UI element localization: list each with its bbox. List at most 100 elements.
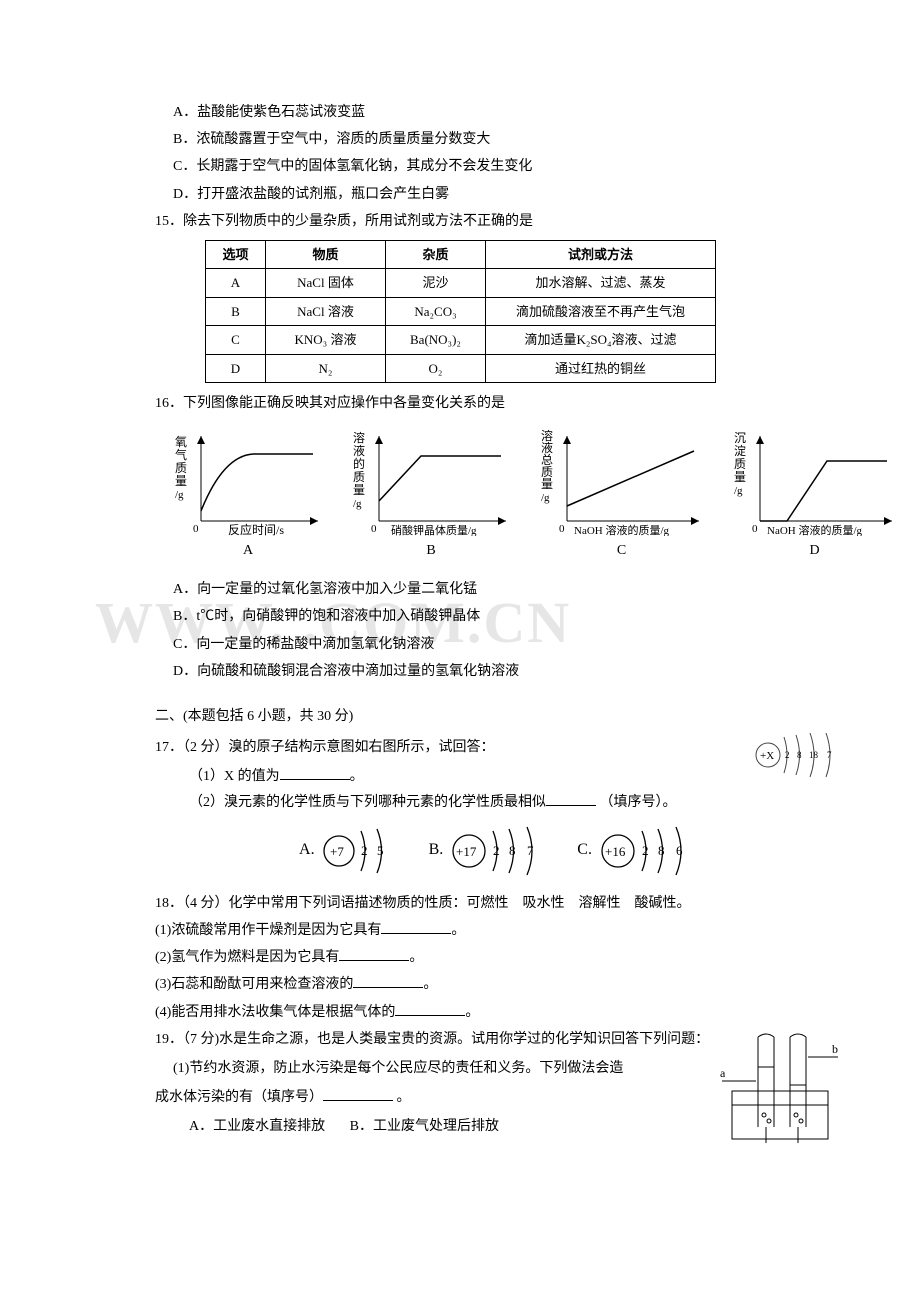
atom-a-center: +7	[330, 844, 344, 859]
q14-option-b: B．浓硫酸露置于空气中，溶质的质量质量分数变大	[155, 127, 840, 152]
cell: B	[206, 297, 266, 325]
cell: N₂	[266, 354, 386, 382]
chart-c-ylabel: 溶液总质量/g	[541, 428, 553, 504]
choice-c: C. +16 2 8 6	[577, 823, 696, 879]
th-material: 物质	[266, 240, 386, 268]
atom-b-s3: 7	[527, 843, 534, 858]
blank[interactable]	[339, 947, 409, 961]
table-header-row: 选项 物质 杂质 试剂或方法	[206, 240, 716, 268]
electrolysis-apparatus-icon: a b	[720, 1027, 840, 1156]
q18: 18．（4 分）化学中常用下列词语描述物质的性质：可燃性 吸水性 溶解性 酸碱性…	[155, 891, 840, 1025]
cell: KNO₃ 溶液	[266, 326, 386, 354]
q18-s4-pre: (4)能否用排水法收集气体是根据气体的	[155, 1005, 395, 1020]
q19-opt-b: B．工业废气处理后排放	[350, 1119, 499, 1134]
q15-stem: 15．除去下列物质中的少量杂质，所用试剂或方法不正确的是	[155, 209, 840, 234]
q18-s2-post: 。	[409, 950, 423, 965]
atom-a-s1: 2	[361, 843, 368, 858]
atom-c-s2: 8	[658, 843, 665, 858]
atom-b-center: +17	[456, 844, 477, 859]
q18-s4-post: 。	[465, 1005, 479, 1020]
label-b: b	[832, 1042, 838, 1056]
th-method: 试剂或方法	[486, 240, 716, 268]
choice-b: B. +17 2 8 7	[429, 823, 548, 879]
atom-b-s1: 2	[493, 843, 500, 858]
blank[interactable]	[381, 920, 451, 934]
q18-s3: (3)石蕊和酚酞可用来检查溶液的。	[155, 972, 840, 997]
q18-s1-post: 。	[451, 923, 465, 938]
q17-sub2-pre: （2）溴元素的化学性质与下列哪种元素的化学性质最相似	[189, 795, 546, 810]
q19-s1-l2-pre: 成水体污染的有（填序号）	[155, 1090, 323, 1105]
svg-text:0: 0	[193, 523, 199, 535]
cell: O₂	[386, 354, 486, 382]
cell: Na₂CO₃	[386, 297, 486, 325]
chart-c: 溶液总质量/g 0 NaOH 溶液的质量/g C	[539, 426, 704, 563]
blank[interactable]	[546, 792, 596, 806]
chart-c-label: C	[539, 538, 704, 563]
chart-d-ylabel: 沉淀质量/g	[734, 431, 746, 497]
chart-d-xlabel: NaOH 溶液的质量/g	[767, 523, 863, 536]
q17-choices: A. +7 2 5 B. +17 2 8 7	[155, 823, 840, 879]
blank[interactable]	[353, 974, 423, 988]
q17: +X 2 8 18 7 17．（2 分）溴的原子结构示意图如右图所示，试回答： …	[155, 735, 840, 879]
chart-b-xlabel: 硝酸钾晶体质量/g	[391, 523, 477, 536]
atom-c-center: +16	[605, 844, 626, 859]
q19: a b 19．（7 分)水是生命之源，也是人类最宝贵的资源。试用你学过的化学知识…	[155, 1027, 840, 1156]
chart-b-ylabel: 溶液的质量/g	[353, 430, 365, 510]
q18-stem: 18．（4 分）化学中常用下列词语描述物质的性质：可燃性 吸水性 溶解性 酸碱性…	[155, 891, 840, 916]
chart-a-xlabel: 反应时间/s	[228, 522, 284, 536]
q16-option-c: C．向一定量的稀盐酸中滴加氢氧化钠溶液	[155, 632, 840, 657]
q14-option-d: D．打开盛浓盐酸的试剂瓶，瓶口会产生白雾	[155, 182, 840, 207]
q17-sub2: （2）溴元素的化学性质与下列哪种元素的化学性质最相似 （填序号）。	[155, 790, 840, 815]
q17-stem: 17．（2 分）溴的原子结构示意图如右图所示，试回答：	[155, 735, 840, 760]
blank[interactable]	[280, 766, 350, 780]
shell-1: 2	[785, 750, 790, 760]
shell-4: 7	[827, 750, 832, 760]
chart-b: 溶液的质量/g 0 硝酸钾晶体质量/g B	[351, 426, 511, 563]
svg-text:0: 0	[371, 523, 377, 535]
label-a: a	[720, 1066, 726, 1080]
q18-s2: (2)氢气作为燃料是因为它具有 。	[155, 945, 840, 970]
shell-3: 18	[809, 750, 819, 760]
q16-charts: 氧气质量/g 0 反应时间/s A 溶液的质量/g 0 硝酸钾晶体质量/g B …	[173, 426, 840, 563]
cell: NaCl 溶液	[266, 297, 386, 325]
th-impurity: 杂质	[386, 240, 486, 268]
choice-a-label: A.	[299, 836, 315, 865]
cell: 滴加适量K₂SO₄溶液、过滤	[486, 326, 716, 354]
cell: 泥沙	[386, 269, 486, 297]
blank[interactable]	[395, 1002, 465, 1016]
q16-option-d: D．向硫酸和硫酸铜混合溶液中滴加过量的氢氧化钠溶液	[155, 659, 840, 684]
atom-c-s3: 6	[676, 843, 683, 858]
cell: NaCl 固体	[266, 269, 386, 297]
q15-table: 选项 物质 杂质 试剂或方法 A NaCl 固体 泥沙 加水溶解、过滤、蒸发 B…	[205, 240, 716, 383]
section2-heading: 二、(本题包括 6 小题，共 30 分)	[155, 704, 840, 729]
chart-a: 氧气质量/g 0 反应时间/s A	[173, 426, 323, 563]
chart-b-label: B	[351, 538, 511, 563]
q16-option-a: A．向一定量的过氧化氢溶液中加入少量二氧化锰	[155, 577, 840, 602]
bromine-atom-diagram: +X 2 8 18 7	[750, 725, 840, 794]
table-row: D N₂ O₂ 通过红热的铜丝	[206, 354, 716, 382]
q19-stem-text: 19．（7 分)水是生命之源，也是人类最宝贵的资源。试用你学过的化学知识回答下列…	[155, 1032, 709, 1047]
q19-opt-a: A．工业废水直接排放	[189, 1119, 325, 1134]
th-option: 选项	[206, 240, 266, 268]
cell: 加水溶解、过滤、蒸发	[486, 269, 716, 297]
q17-sub1: （1）X 的值为 。	[155, 764, 840, 789]
chart-d-label: D	[732, 538, 897, 563]
q17-sub1-post: 。	[350, 769, 364, 784]
table-row: A NaCl 固体 泥沙 加水溶解、过滤、蒸发	[206, 269, 716, 297]
atom-b-s2: 8	[509, 843, 516, 858]
blank[interactable]	[323, 1087, 393, 1101]
atom-a-s2: 5	[377, 843, 384, 858]
atom-c-s1: 2	[642, 843, 649, 858]
chart-d: 沉淀质量/g 0 NaOH 溶液的质量/g D	[732, 426, 897, 563]
q18-s3-post: 。	[423, 977, 437, 992]
q18-s1-pre: (1)浓硫酸常用作干燥剂是因为它具有	[155, 923, 381, 938]
choice-c-label: C.	[577, 836, 592, 865]
q16-option-b: B．t℃时，向硝酸钾的饱和溶液中加入硝酸钾晶体	[155, 604, 840, 629]
choice-a: A. +7 2 5	[299, 823, 399, 879]
table-row: B NaCl 溶液 Na₂CO₃ 滴加硫酸溶液至不再产生气泡	[206, 297, 716, 325]
q18-s2-pre: (2)氢气作为燃料是因为它具有	[155, 950, 339, 965]
cell: D	[206, 354, 266, 382]
q17-sub2-post: （填序号）。	[600, 795, 677, 810]
q17-sub1-pre: （1）X 的值为	[189, 769, 280, 784]
q18-s4: (4)能否用排水法收集气体是根据气体的 。	[155, 1000, 840, 1025]
